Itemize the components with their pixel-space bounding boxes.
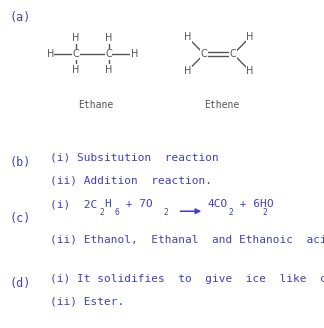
Text: H: H <box>104 199 111 209</box>
Text: C: C <box>73 49 79 59</box>
Text: (b): (b) <box>10 156 31 169</box>
Text: C: C <box>201 49 207 59</box>
Text: H: H <box>73 65 80 75</box>
Text: (c): (c) <box>10 212 31 225</box>
Text: (i) Subsitution  reaction: (i) Subsitution reaction <box>50 153 219 162</box>
Text: Ethene: Ethene <box>204 100 239 110</box>
Text: 2: 2 <box>262 208 267 216</box>
Text: (d): (d) <box>10 277 31 290</box>
Text: H: H <box>184 32 191 42</box>
Text: (i) It solidifies  to  give  ice  like  crystals.: (i) It solidifies to give ice like cryst… <box>50 274 324 284</box>
Text: H: H <box>47 49 54 59</box>
Text: (a): (a) <box>10 11 31 25</box>
Text: 6: 6 <box>114 208 119 216</box>
Text: H: H <box>184 66 191 76</box>
Text: O: O <box>267 199 273 209</box>
Text: H: H <box>247 66 254 76</box>
Text: C: C <box>230 49 237 59</box>
Text: (ii) Ethanol,  Ethanal  and Ethanoic  acid: (ii) Ethanol, Ethanal and Ethanoic acid <box>50 235 324 244</box>
Text: H: H <box>73 33 80 43</box>
Text: (i)  2C: (i) 2C <box>50 199 98 209</box>
Text: + 6H: + 6H <box>233 199 266 209</box>
Text: H: H <box>131 49 138 59</box>
Text: H: H <box>105 65 112 75</box>
Text: C: C <box>105 49 112 59</box>
Text: Ethane: Ethane <box>78 100 113 110</box>
Text: H: H <box>105 33 112 43</box>
Text: 2: 2 <box>100 208 105 216</box>
Text: 4CO: 4CO <box>207 199 227 209</box>
Text: H: H <box>247 32 254 42</box>
Text: (ii) Addition  reaction.: (ii) Addition reaction. <box>50 175 212 185</box>
Text: (ii) Ester.: (ii) Ester. <box>50 297 124 307</box>
Text: + 7O: + 7O <box>119 199 152 209</box>
Text: 2: 2 <box>228 208 233 216</box>
Text: 2: 2 <box>163 208 168 216</box>
